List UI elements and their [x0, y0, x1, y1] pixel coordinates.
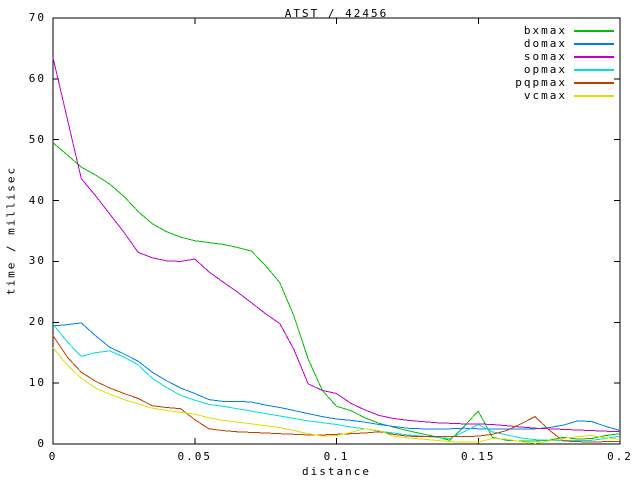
- y-tick-label: 20: [28, 315, 46, 329]
- series-line-somax: [52, 57, 621, 433]
- legend-item: domax: [515, 37, 614, 50]
- legend-line-sample: [574, 42, 614, 45]
- y-tick-label: 0: [37, 437, 46, 450]
- y-axis-label: time / millisec: [4, 165, 18, 296]
- legend-label: opmax: [523, 63, 567, 76]
- series-line-pqpmax: [52, 335, 620, 443]
- legend-item: opmax: [515, 63, 614, 76]
- legend-line-sample: [574, 81, 614, 84]
- series-line-domax: [52, 322, 621, 432]
- x-tick-label: 0.2: [607, 450, 633, 463]
- legend-line-sample: [574, 55, 614, 58]
- y-tick-label: 70: [28, 11, 46, 24]
- legend-label: pqpmax: [515, 76, 567, 89]
- legend: bxmax domax somax opmax pqpmax vcmax: [515, 24, 614, 102]
- legend-label: bxmax: [523, 24, 567, 37]
- legend-label: vcmax: [523, 89, 567, 102]
- legend-item: somax: [515, 50, 614, 63]
- chart-title: ATST / 42456: [284, 7, 389, 20]
- x-axis-label: distance: [302, 465, 371, 478]
- y-tick-label: 50: [28, 132, 46, 146]
- y-tick-label: 10: [28, 376, 46, 390]
- legend-line-sample: [574, 94, 614, 97]
- legend-item: pqpmax: [515, 76, 614, 89]
- y-tick-label: 30: [28, 254, 46, 268]
- y-tick-label: 40: [28, 193, 46, 207]
- series-line-opmax: [52, 323, 621, 441]
- x-tick-label: 0.05: [177, 450, 212, 463]
- x-tick-label: 0: [48, 450, 58, 463]
- legend-label: domax: [523, 37, 567, 50]
- y-tick-label: 60: [28, 71, 46, 85]
- legend-line-sample: [574, 68, 614, 71]
- legend-label: somax: [523, 50, 567, 63]
- legend-item: vcmax: [515, 89, 614, 102]
- legend-item: bxmax: [515, 24, 614, 37]
- x-tick-label: 0.1: [323, 450, 350, 463]
- x-tick-label: 0.15: [461, 450, 496, 463]
- series-line-vcmax: [52, 347, 621, 444]
- series-line-bxmax: [52, 142, 621, 442]
- legend-line-sample: [574, 29, 614, 32]
